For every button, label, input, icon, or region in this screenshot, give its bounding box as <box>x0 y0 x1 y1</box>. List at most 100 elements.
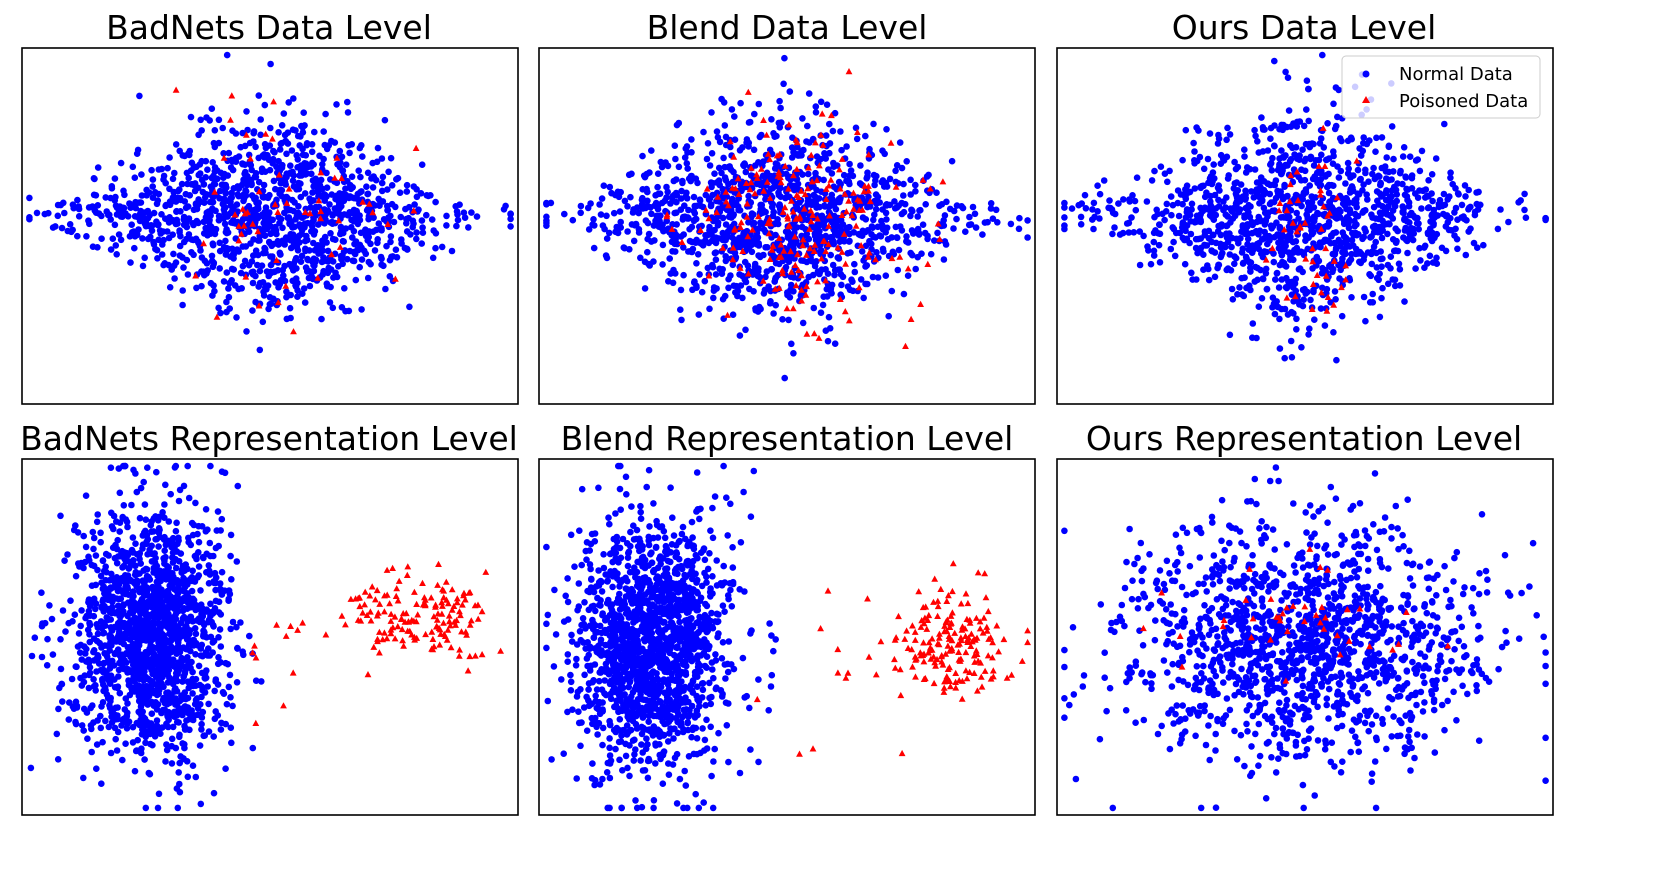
normal-point <box>387 154 395 162</box>
normal-point <box>129 163 137 171</box>
normal-point <box>872 206 880 213</box>
normal-point <box>219 124 226 132</box>
normal-point <box>1305 85 1312 93</box>
normal-point <box>1443 212 1451 219</box>
normal-point <box>1164 178 1171 186</box>
normal-point <box>108 509 115 517</box>
normal-point <box>269 160 277 167</box>
normal-point <box>1293 244 1301 252</box>
normal-point <box>704 140 712 147</box>
normal-point <box>1197 184 1205 192</box>
normal-point <box>266 294 274 301</box>
normal-point <box>1239 245 1247 252</box>
normal-point <box>790 350 797 357</box>
normal-point <box>1251 126 1258 134</box>
normal-point <box>1260 204 1268 212</box>
poisoned-point <box>760 116 767 123</box>
normal-point <box>141 254 148 262</box>
normal-point <box>1224 175 1232 182</box>
normal-point <box>413 193 421 201</box>
normal-point <box>1190 139 1197 147</box>
normal-point <box>651 237 658 244</box>
normal-point <box>161 260 169 267</box>
normal-point <box>252 143 259 151</box>
normal-point <box>94 164 102 171</box>
normal-point <box>1366 299 1374 306</box>
normal-point <box>386 273 394 280</box>
poisoned-point <box>243 131 250 138</box>
normal-point <box>70 204 77 212</box>
normal-point <box>722 177 730 184</box>
poisoned-point <box>314 274 322 281</box>
normal-point <box>128 221 135 228</box>
normal-point <box>257 131 264 139</box>
normal-point <box>150 238 157 246</box>
normal-point <box>280 176 287 184</box>
normal-point <box>1522 214 1530 221</box>
normal-point <box>1271 142 1278 150</box>
normal-point <box>52 223 59 230</box>
normal-point <box>919 221 927 228</box>
normal-point <box>346 193 354 200</box>
normal-point <box>269 216 277 224</box>
normal-point <box>1274 231 1281 238</box>
normal-point <box>259 152 266 160</box>
normal-point <box>302 160 310 167</box>
normal-point <box>610 209 618 217</box>
normal-point <box>1362 317 1369 325</box>
normal-point <box>299 129 307 136</box>
normal-point <box>210 180 218 187</box>
poisoned-point <box>247 155 254 162</box>
normal-point <box>245 261 253 269</box>
normal-point <box>846 237 853 245</box>
normal-point <box>277 187 285 194</box>
normal-point <box>1188 200 1196 208</box>
normal-point <box>461 214 469 221</box>
normal-point <box>799 319 807 327</box>
normal-point <box>267 124 274 132</box>
normal-point <box>1024 234 1031 241</box>
normal-point <box>1253 189 1260 197</box>
normal-point <box>109 235 117 242</box>
normal-point <box>1254 264 1261 272</box>
normal-point <box>300 109 308 116</box>
normal-point <box>198 282 205 290</box>
normal-point <box>1201 241 1208 249</box>
normal-point <box>1259 275 1267 283</box>
poisoned-point <box>213 313 221 320</box>
normal-point <box>720 154 727 162</box>
normal-point <box>1286 158 1294 165</box>
normal-point <box>1210 161 1217 168</box>
normal-point <box>912 181 919 189</box>
normal-point <box>1422 194 1429 201</box>
poisoned-point <box>241 210 249 217</box>
normal-point <box>1399 180 1406 188</box>
normal-point <box>229 127 236 134</box>
normal-point <box>165 219 173 226</box>
normal-point <box>158 165 165 173</box>
poisoned-point <box>737 219 745 226</box>
normal-point <box>112 242 120 249</box>
normal-point <box>1167 245 1175 253</box>
normal-point <box>883 224 891 232</box>
normal-point <box>103 651 110 659</box>
normal-point <box>1432 155 1440 162</box>
normal-point <box>283 150 290 158</box>
normal-point <box>198 268 205 275</box>
normal-point <box>577 209 584 217</box>
normal-point <box>364 169 372 177</box>
normal-point <box>223 226 230 233</box>
normal-point <box>409 223 417 231</box>
normal-point <box>1429 216 1436 223</box>
normal-point <box>352 276 360 284</box>
normal-point <box>149 194 157 201</box>
poisoned-point <box>902 342 909 349</box>
normal-point <box>282 234 290 241</box>
normal-point <box>1303 77 1311 84</box>
normal-point <box>278 122 286 129</box>
normal-point <box>141 501 149 508</box>
normal-point <box>309 275 317 283</box>
normal-point <box>82 492 90 500</box>
normal-point <box>239 129 246 137</box>
normal-point <box>896 139 904 146</box>
